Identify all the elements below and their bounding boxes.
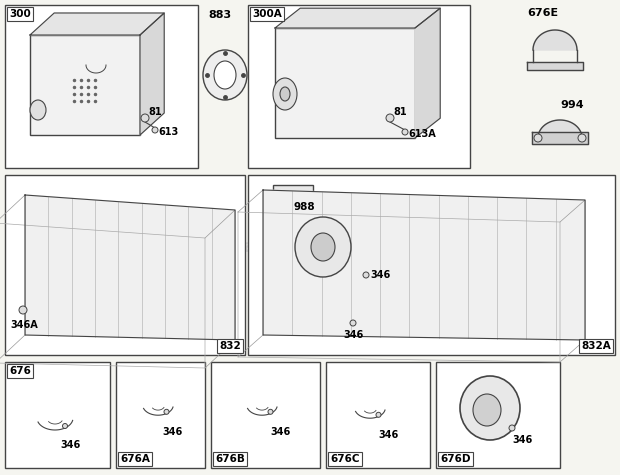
Text: 346A: 346A (10, 320, 38, 330)
Polygon shape (538, 120, 582, 138)
Circle shape (509, 425, 515, 431)
Circle shape (141, 114, 149, 122)
Text: 613A: 613A (408, 129, 436, 139)
Text: 346: 346 (512, 435, 532, 445)
Text: 676: 676 (9, 366, 31, 376)
Text: 300A: 300A (252, 9, 281, 19)
Bar (248, 5, 470, 168)
Circle shape (268, 409, 273, 414)
Ellipse shape (295, 217, 351, 277)
Bar (248, 175, 615, 355)
Circle shape (578, 134, 586, 142)
Text: 994: 994 (560, 100, 583, 110)
Bar (116, 362, 205, 468)
Text: 613: 613 (158, 127, 179, 137)
Text: 346: 346 (343, 330, 363, 340)
Polygon shape (533, 30, 577, 50)
Bar (326, 362, 430, 468)
Polygon shape (532, 132, 588, 144)
Ellipse shape (473, 394, 501, 426)
Circle shape (19, 306, 27, 314)
Text: 346: 346 (60, 440, 80, 450)
Bar (5, 175, 245, 355)
Text: 883: 883 (208, 10, 231, 20)
Ellipse shape (311, 233, 335, 261)
Circle shape (63, 424, 68, 428)
Bar (5, 5, 198, 168)
Polygon shape (275, 8, 440, 28)
Polygon shape (140, 13, 164, 135)
Circle shape (164, 409, 169, 414)
Ellipse shape (460, 376, 520, 440)
Text: 81: 81 (393, 107, 407, 117)
Bar (275, 28, 415, 138)
Bar (30, 35, 140, 135)
Circle shape (376, 412, 381, 418)
Polygon shape (263, 190, 585, 340)
Circle shape (350, 320, 356, 326)
Bar (5, 362, 110, 468)
Polygon shape (25, 195, 235, 340)
Text: 300: 300 (9, 9, 31, 19)
Circle shape (363, 272, 369, 278)
Bar (436, 362, 560, 468)
Text: 346: 346 (162, 427, 182, 437)
Text: 676D: 676D (440, 454, 471, 464)
Text: 832A: 832A (582, 341, 611, 351)
Ellipse shape (30, 100, 46, 120)
Text: eReplacementParts.com: eReplacementParts.com (187, 238, 433, 256)
Text: 81: 81 (148, 107, 162, 117)
Ellipse shape (203, 50, 247, 100)
Text: 676C: 676C (330, 454, 360, 464)
Text: 676A: 676A (120, 454, 150, 464)
Circle shape (402, 129, 408, 135)
Circle shape (152, 127, 158, 133)
Ellipse shape (214, 61, 236, 89)
Ellipse shape (273, 78, 297, 110)
Polygon shape (415, 8, 440, 138)
Ellipse shape (280, 87, 290, 101)
Text: 346: 346 (270, 427, 290, 437)
Polygon shape (30, 13, 164, 35)
Text: 676B: 676B (215, 454, 245, 464)
Text: 988: 988 (293, 202, 314, 212)
Text: 676E: 676E (527, 8, 558, 18)
Text: 346: 346 (370, 270, 390, 280)
Circle shape (534, 134, 542, 142)
Circle shape (386, 114, 394, 122)
Bar (273, 185, 313, 215)
Text: 832: 832 (219, 341, 241, 351)
Bar (211, 362, 320, 468)
Text: 346: 346 (378, 430, 398, 440)
Polygon shape (527, 62, 583, 70)
